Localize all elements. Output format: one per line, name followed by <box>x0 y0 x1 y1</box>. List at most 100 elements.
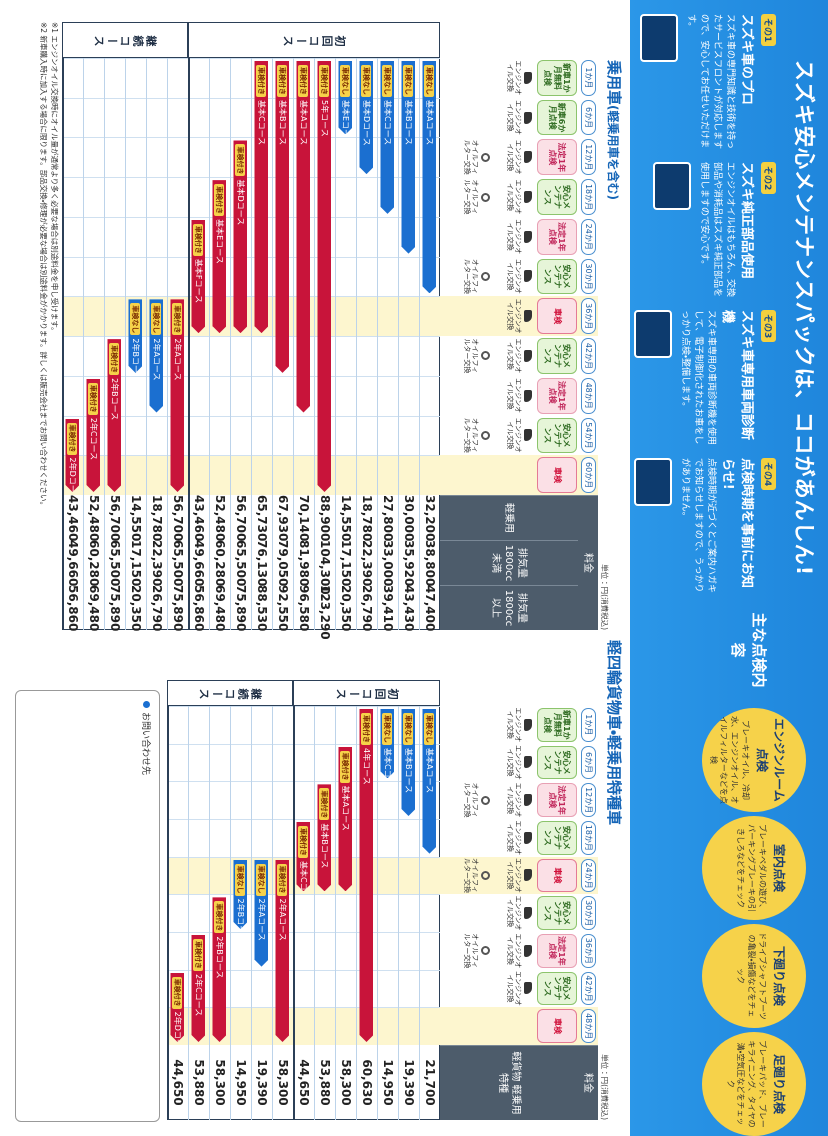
price-column-head: 排気量1800cc未満 <box>440 540 578 585</box>
course-kind: 車検なし <box>257 865 266 894</box>
course-kind: 車検付き <box>110 345 119 374</box>
course-name: 2年Bコース <box>131 338 140 373</box>
course-kind: 車検なし <box>341 67 350 95</box>
inspection-title: 室内点検 <box>772 843 786 892</box>
note: ※2 新車購入時に加入する場合に限ります。部品交換・修理が必要な場合は別途料金が… <box>38 22 48 509</box>
price: 22,390 <box>150 540 164 587</box>
oil-change: エンジンオイル交換 <box>505 336 532 376</box>
table-title: 軽四輪貨物車・軽乗用特種車 <box>605 640 623 826</box>
course-bar: 車検付き 基本Bコース <box>318 784 332 891</box>
course-bar: 車検なし 基本Cコース <box>381 61 395 214</box>
course-name: 2年Bコース <box>215 936 224 979</box>
check-box: 車検 <box>537 298 577 335</box>
point: その1 スズキ車のプロ スズキ車の専門知識と技術を持ったサービスフロントが対応します… <box>635 14 780 154</box>
month-label: 42か月 <box>581 971 596 1006</box>
price: 26,790 <box>150 585 164 632</box>
course-bar: 車検付き 2年Cコース <box>87 379 101 492</box>
table-title: 乗用車(軽乗用車を含む) <box>605 60 623 200</box>
course-bar: 車検なし 基本Bコース <box>402 61 416 254</box>
price-column-head: 排気量1800cc以上 <box>440 585 578 630</box>
price: 60,280 <box>87 540 101 587</box>
point-icon <box>633 458 672 506</box>
section-label: 継続コース <box>167 680 293 706</box>
course-name: 基本Eコース <box>215 219 224 264</box>
oil-change: エンジンオイル交換 <box>505 744 532 782</box>
price: 75,890 <box>171 585 185 632</box>
section-label: 継続コース <box>62 22 188 58</box>
course-kind: 車検なし <box>362 67 371 95</box>
inspection-text: ブレーキパッド、ブレーキライニング、タイヤの溝・空気圧などをチェック <box>725 1040 767 1128</box>
inspection-title: 足廻り点検 <box>772 1053 786 1114</box>
month-label: 42か月 <box>581 338 596 374</box>
point-title: スズキ純正部品使用 <box>739 162 754 280</box>
check-box: 車検 <box>537 457 577 493</box>
price: 65,730 <box>255 495 269 542</box>
price: 14,950 <box>381 1059 395 1106</box>
course-name: 基本Aコース <box>299 100 308 146</box>
course-bar: 車検付き 基本Fコース <box>192 220 206 333</box>
course-name: 基本Cコース <box>299 861 308 892</box>
course-bar: 車検付き 2年Aコース <box>276 860 290 1042</box>
inspection-circle: 足廻り点検 ブレーキパッド、ブレーキライニング、タイヤの溝・空気圧などをチェック <box>702 1032 806 1136</box>
inspection-circle: 室内点検 ブレーキペダルの遊び、パーキングブレーキの引きしろなどをチェック <box>702 816 806 920</box>
price: 26,790 <box>360 585 374 632</box>
course-kind: 車検付き <box>173 305 182 334</box>
month-label: 12か月 <box>581 783 596 817</box>
oil-change: エンジンオイル交換 <box>505 416 532 456</box>
course-kind: 車検なし <box>236 865 245 894</box>
check-box: 安心メンテナンス <box>537 745 577 780</box>
price: 19,390 <box>255 1059 269 1106</box>
course-bar: 車検なし 基本Cコース <box>381 709 395 778</box>
course-kind: 車検なし <box>425 67 434 95</box>
course-name: 基本Eコース <box>341 100 350 135</box>
table-subtitle: (軽乗用車を含む) <box>606 105 620 200</box>
inspection-text: ブレーキペダルの遊び、パーキングブレーキの引きしろなどをチェック <box>736 824 767 912</box>
filter-change: オイルフィルター交換 <box>462 416 490 456</box>
price: 32,200 <box>423 495 437 542</box>
course-kind: 車検なし <box>425 715 434 743</box>
oil-change: エンジンオイル交換 <box>505 970 532 1008</box>
course-name: 基本Bコース <box>404 748 413 794</box>
month-label: 54か月 <box>581 417 596 454</box>
price: 52,480 <box>213 495 227 542</box>
point: その2 スズキ純正部品使用 エンジンオイルはもちろん、交換部品や消耗品はスズキ純正部… <box>635 162 780 302</box>
check-box: 新車6か月点検 <box>537 99 577 136</box>
course-name: 2年Dコース <box>173 1011 182 1042</box>
check-box: 安心メンテナンス <box>537 179 577 215</box>
filter-change: オイルフィルター交換 <box>462 932 490 970</box>
price: 27,800 <box>381 495 395 542</box>
filter-change: オイルフィルター交換 <box>462 137 490 177</box>
price: 96,580 <box>297 585 311 632</box>
point-text: 点検時期が近づくとご案内ハガキでお知らせしますので、うっかりがありません。 <box>679 458 716 594</box>
check-box: 安心メンテナンス <box>537 971 577 1006</box>
point-number: その4 <box>761 458 776 491</box>
price: 88,530 <box>255 585 269 632</box>
course-bar: 車検なし 2年Bコース <box>129 299 143 372</box>
month-label: 1か月 <box>581 60 596 96</box>
point-number: その3 <box>761 310 776 343</box>
course-bar: 車検付き 基本Dコース <box>234 140 248 333</box>
filter-change: オイルフィルター交換 <box>462 857 490 895</box>
oil-change: エンジンオイル交換 <box>505 296 532 336</box>
course-bar: 車検付き 5年コース <box>318 61 332 492</box>
inspection-title: エンジンルーム点検 <box>755 718 786 802</box>
check-box: 安心メンテナンス <box>537 821 577 855</box>
price: 18,780 <box>360 495 374 542</box>
price: 75,890 <box>234 585 248 632</box>
price: 49,660 <box>66 540 80 587</box>
month-label: 30か月 <box>581 258 596 295</box>
course-bar: 車検なし 2年Aコース <box>255 860 269 967</box>
price: 123,290 <box>318 585 332 640</box>
price-column-head: 軽貨物 軽乗用特種 <box>440 1045 578 1120</box>
price: 56,860 <box>66 585 80 632</box>
course-name: 基本Cコース <box>257 100 266 146</box>
inspection-text: ドライブシャフトブーツの亀裂・損傷などをチェック <box>736 932 767 1020</box>
month-label: 24か月 <box>581 858 596 893</box>
point-icon <box>639 14 678 62</box>
course-name: 基本Aコース <box>425 748 434 794</box>
month-label: 36か月 <box>581 298 596 335</box>
course-name: 基本Aコース <box>425 100 434 146</box>
price: 20,350 <box>339 585 353 632</box>
price: 44,650 <box>171 1059 185 1106</box>
month-label: 30か月 <box>581 896 596 930</box>
